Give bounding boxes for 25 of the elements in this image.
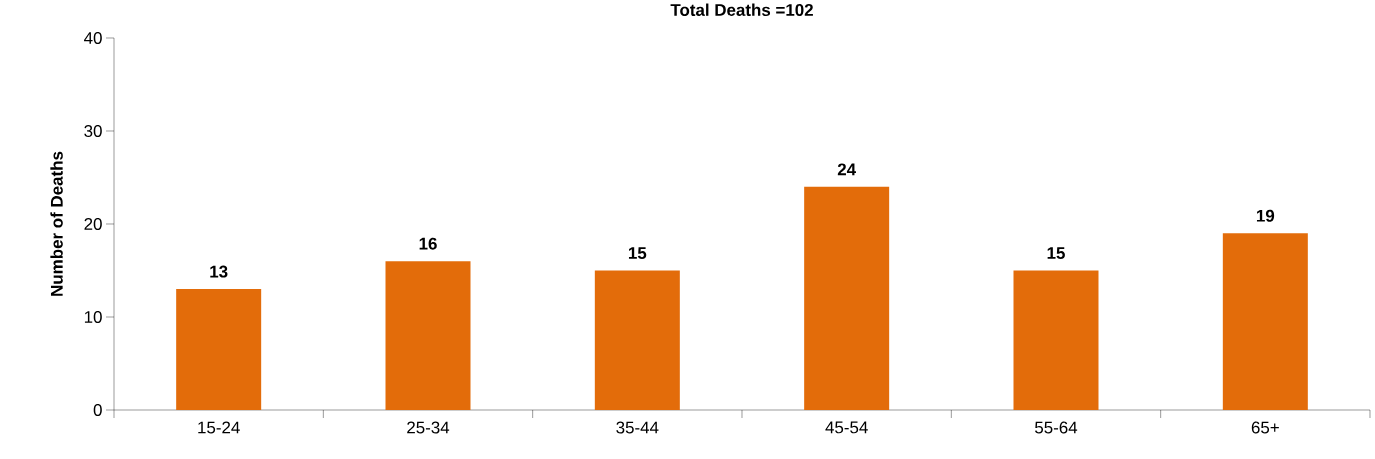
- y-tick-label: 30: [84, 125, 102, 137]
- x-tick-label: 25-34: [407, 421, 450, 434]
- bar: [1013, 270, 1099, 410]
- bar: [385, 261, 471, 410]
- x-tick-label: 15-24: [198, 421, 240, 434]
- x-tick-label: 55-64: [1035, 421, 1078, 434]
- y-tick-label: 20: [84, 218, 102, 230]
- bar: [594, 270, 680, 410]
- bar: [1222, 233, 1308, 410]
- x-tick-label: 65+: [1251, 421, 1279, 434]
- y-tick-label: 40: [84, 32, 102, 44]
- data-label: 15: [1047, 247, 1065, 259]
- y-tick-label: 0: [93, 404, 102, 416]
- chart-title: Total Deaths =102: [670, 3, 813, 16]
- data-label: 15: [628, 247, 647, 259]
- x-tick-label: 45-54: [825, 421, 868, 434]
- y-axis-title: Number of Deaths: [50, 151, 63, 296]
- data-label: 19: [1256, 209, 1275, 222]
- bar: [176, 289, 262, 410]
- x-tick-label: 35-44: [616, 421, 659, 434]
- data-label: 16: [419, 237, 437, 250]
- bar: [804, 186, 890, 410]
- data-label: 24: [837, 163, 856, 176]
- y-tick-label: 10: [84, 311, 102, 323]
- data-label: 13: [210, 265, 228, 278]
